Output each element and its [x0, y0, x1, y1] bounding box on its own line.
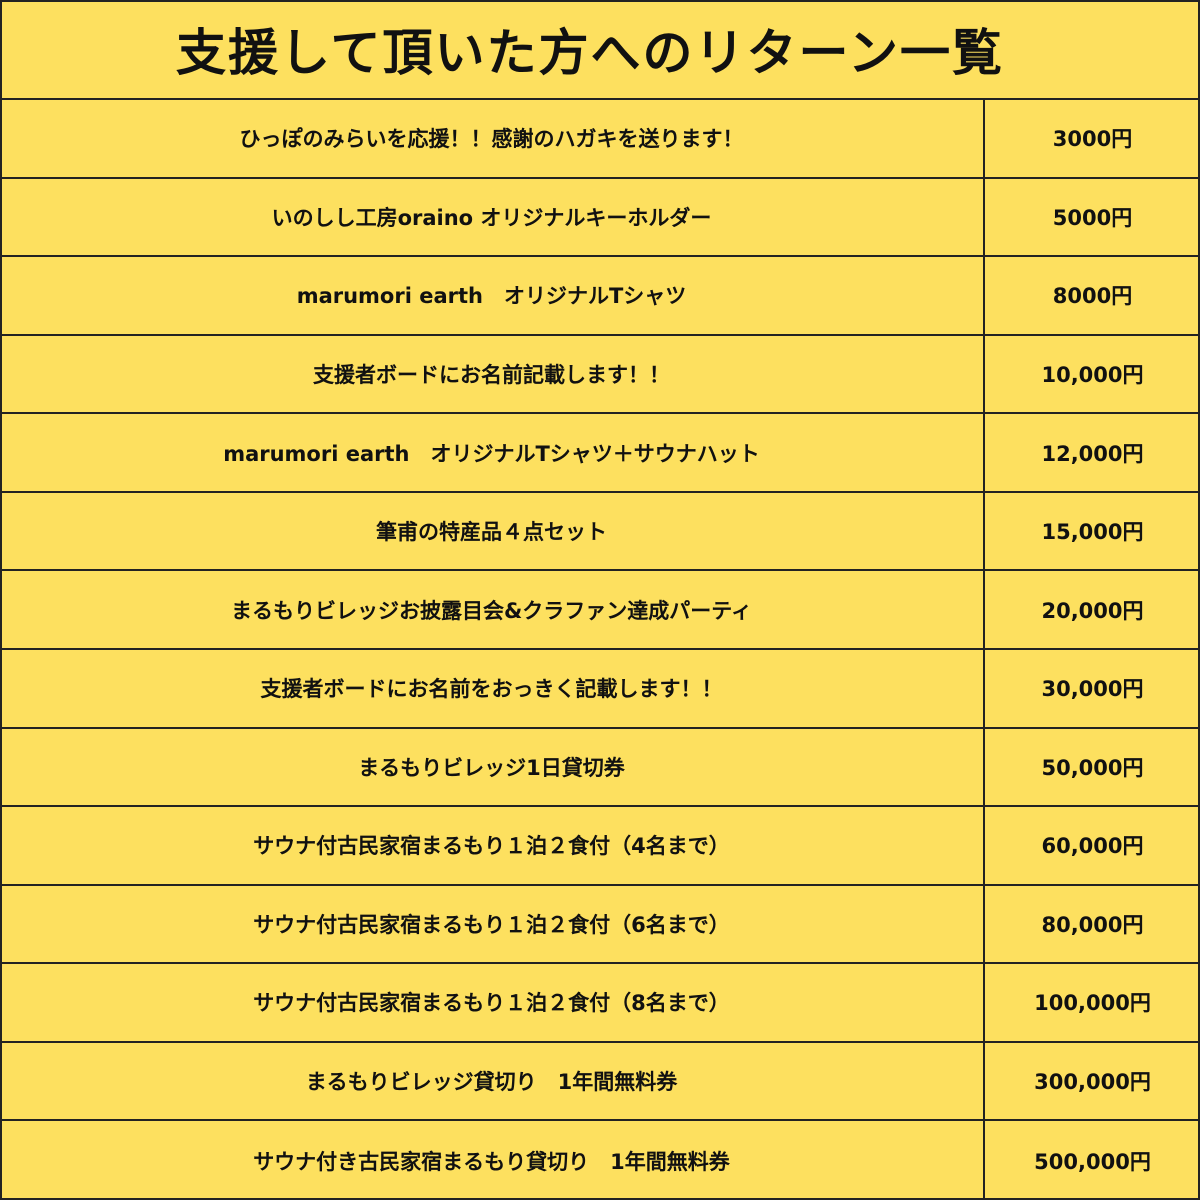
table-row: 支援者ボードにお名前記載します！！ 10,000円 — [0, 335, 1200, 415]
table-row: まるもりビレッジ貸切り 1年間無料券 300,000円 — [0, 1042, 1200, 1122]
table-row: サウナ付古民家宿まるもり１泊２食付（8名まで） 100,000円 — [0, 964, 1200, 1043]
table-row: サウナ付古民家宿まるもり１泊２食付（4名まで） 60,000円 — [0, 807, 1200, 886]
return-price: 5000円 — [1052, 205, 1133, 230]
table-row: いのしし工房oraino オリジナルキーホルダー 5000円 — [0, 178, 1200, 258]
return-item: サウナ付古民家宿まるもり１泊２食付（8名まで） — [0, 964, 985, 1041]
table-row: まるもりビレッジ1日貸切券 50,000円 — [0, 728, 1200, 808]
table-row: サウナ付古民家宿まるもり１泊２食付（6名まで） 80,000円 — [0, 885, 1200, 965]
table-row: 支援者ボードにお名前をおっきく記載します！！ 30,000円 — [0, 649, 1200, 729]
page-title: 支援して頂いた方へのリターン一覧 — [0, 0, 1200, 100]
return-item: まるもりビレッジお披露目会&クラファン達成パーティ — [0, 571, 985, 648]
returns-table: ひっぽのみらいを応援！！感謝のハガキを送ります！ 3000円いのしし工房orain… — [0, 100, 1200, 1200]
return-price: 10,000円 — [1041, 362, 1144, 387]
return-price: 12,000円 — [1041, 441, 1144, 466]
table-row: marumori earth オリジナルTシャツ＋サウナハット 12,000円 — [0, 414, 1200, 493]
table-row: サウナ付き古民家宿まるもり貸切り 1年間無料券 500,000円 — [0, 1121, 1200, 1200]
return-item: ひっぽのみらいを応援！！感謝のハガキを送ります！ — [0, 100, 985, 177]
return-price: 20,000円 — [1041, 598, 1144, 623]
return-item: まるもりビレッジ1日貸切券 — [0, 728, 985, 806]
return-item: 支援者ボードにお名前をおっきく記載します！！ — [0, 649, 985, 727]
return-price: 30,000円 — [1041, 677, 1144, 702]
return-item: 筆甫の特産品４点セット — [0, 492, 985, 570]
return-item: いのしし工房oraino オリジナルキーホルダー — [0, 178, 985, 256]
return-item: サウナ付き古民家宿まるもり貸切り 1年間無料券 — [0, 1121, 985, 1200]
return-item: サウナ付古民家宿まるもり１泊２食付（6名まで） — [0, 885, 985, 963]
return-price: 3000円 — [1052, 127, 1133, 152]
return-price: 300,000円 — [1034, 1070, 1151, 1095]
return-price: 60,000円 — [1041, 834, 1144, 859]
return-item: marumori earth オリジナルTシャツ — [0, 257, 985, 334]
return-item: 支援者ボードにお名前記載します！！ — [0, 335, 985, 413]
return-price: 100,000円 — [1034, 991, 1151, 1016]
table-row: ひっぽのみらいを応援！！感謝のハガキを送ります！ 3000円 — [0, 100, 1200, 179]
return-price: 50,000円 — [1041, 755, 1144, 780]
table-row: まるもりビレッジお披露目会&クラファン達成パーティ 20,000円 — [0, 571, 1200, 650]
return-price: 15,000円 — [1041, 520, 1144, 545]
return-price: 8000円 — [1052, 284, 1133, 309]
table-row: 筆甫の特産品４点セット 15,000円 — [0, 492, 1200, 572]
return-price: 500,000円 — [1034, 1149, 1151, 1174]
return-item: まるもりビレッジ貸切り 1年間無料券 — [0, 1042, 985, 1120]
table-row: marumori earth オリジナルTシャツ 8000円 — [0, 257, 1200, 336]
return-item: marumori earth オリジナルTシャツ＋サウナハット — [0, 414, 985, 491]
return-price: 80,000円 — [1041, 912, 1144, 937]
return-item: サウナ付古民家宿まるもり１泊２食付（4名まで） — [0, 807, 985, 884]
